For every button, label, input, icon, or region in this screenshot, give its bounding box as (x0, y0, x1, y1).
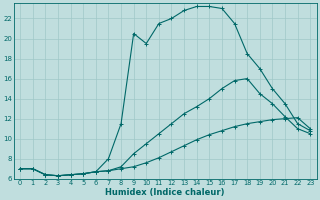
X-axis label: Humidex (Indice chaleur): Humidex (Indice chaleur) (106, 188, 225, 197)
